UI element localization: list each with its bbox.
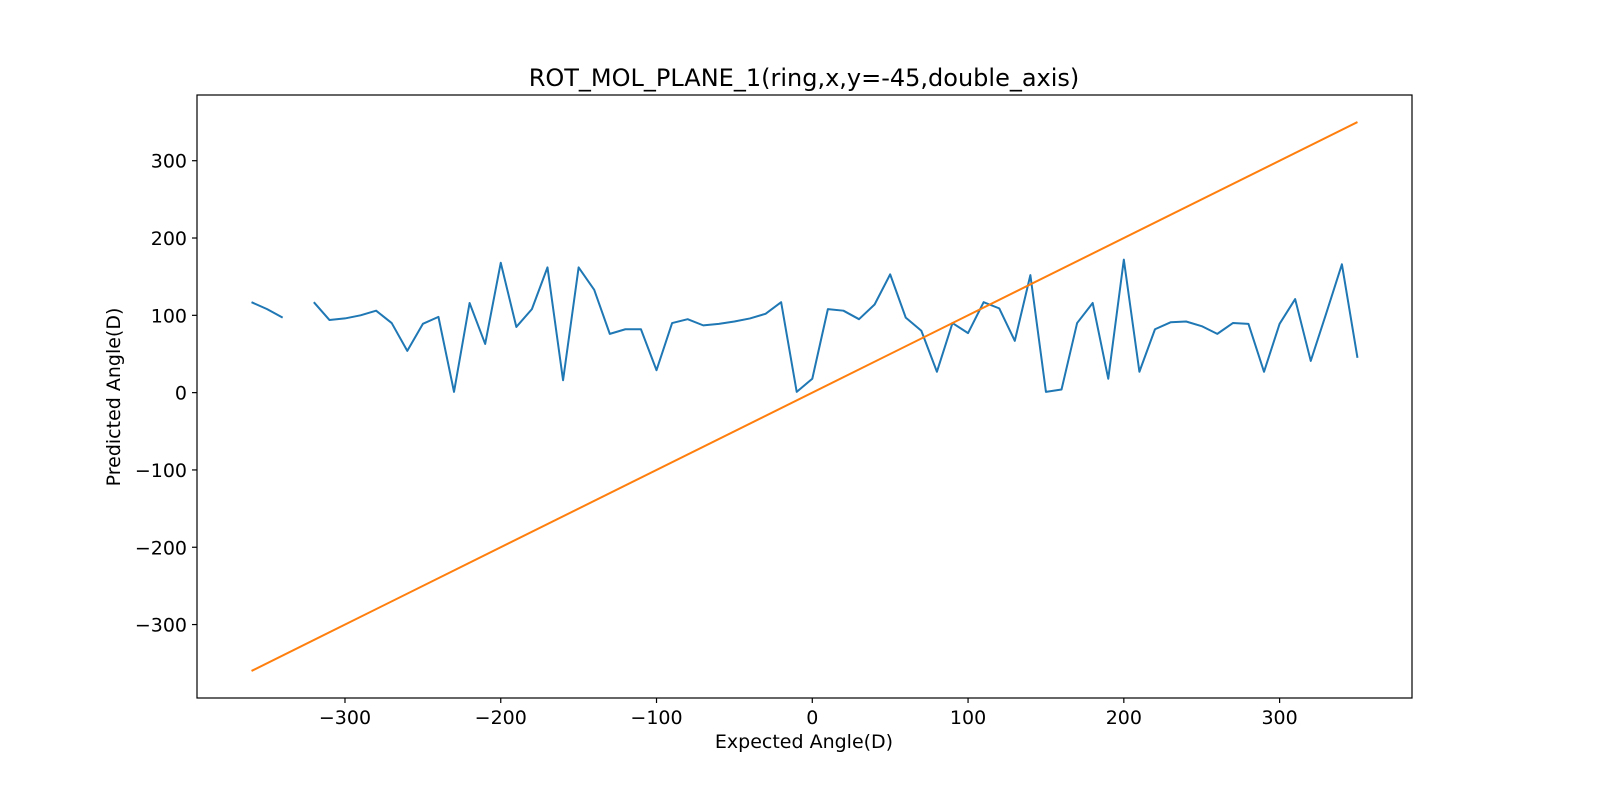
x-tick-label: 0 [806,707,818,729]
x-tick-label: −200 [475,707,527,729]
y-tick-label: 300 [151,151,187,173]
x-tick-label: 200 [1106,707,1142,729]
y-tick-label: −200 [135,537,187,559]
series-line-2 [251,121,1358,672]
plot-area [251,121,1359,672]
series-line-1 [251,258,1359,393]
x-axis: −300 −200 −100 0 100 200 300 [319,698,1298,729]
y-axis-label: Predicted Angle(D) [103,308,125,487]
y-tick-label: −100 [135,460,187,482]
y-tick-label: −300 [135,615,187,637]
y-tick-label: 200 [151,228,187,250]
y-axis: −300 −200 −100 0 100 200 300 [135,151,197,637]
x-tick-label: −100 [630,707,682,729]
y-tick-label: 100 [151,305,187,327]
plot-frame [196,94,1413,699]
chart-title: ROT_MOL_PLANE_1(ring,x,y=-45,double_axis… [529,64,1080,92]
x-axis-label: Expected Angle(D) [715,731,893,753]
y-tick-label: 0 [175,383,187,405]
x-tick-label: 100 [950,707,986,729]
x-tick-label: 300 [1261,707,1297,729]
x-tick-label: −300 [319,707,371,729]
